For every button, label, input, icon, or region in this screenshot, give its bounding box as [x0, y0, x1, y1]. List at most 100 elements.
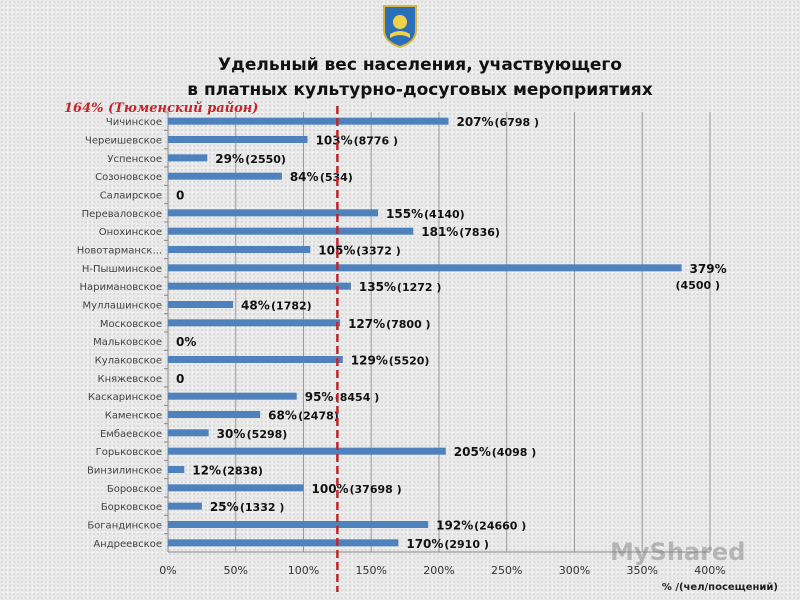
bar — [168, 392, 297, 400]
x-axis-unit-label: % /(чел/посещений) — [661, 582, 778, 593]
x-tick-label: 250% — [491, 564, 522, 577]
category-label: Боровское — [107, 484, 162, 495]
category-label: Чичинское — [106, 117, 162, 128]
x-tick-label: 100% — [288, 564, 319, 577]
value-label: 192% — [436, 519, 473, 533]
x-tick-label: 200% — [423, 564, 454, 577]
value-label: 379% — [690, 262, 727, 276]
value-label: 155% — [386, 207, 423, 221]
count-label: (2478) — [298, 410, 339, 423]
count-label: (4140) — [424, 208, 465, 221]
category-label: Каскаринское — [88, 392, 162, 403]
category-label: Княжевское — [97, 374, 162, 385]
x-tick-label: 0% — [159, 564, 176, 577]
category-label: Муллашинское — [83, 301, 162, 312]
count-label: (24660 ) — [474, 520, 526, 533]
value-label: 29% — [215, 152, 244, 166]
bar — [168, 117, 449, 125]
category-label: Череишевское — [85, 136, 162, 147]
value-label: 30% — [217, 427, 246, 441]
bar — [168, 282, 351, 290]
count-label: (1782) — [271, 300, 312, 313]
category-label: Московское — [100, 319, 162, 330]
value-label: 25% — [210, 500, 239, 514]
coat-of-arms-logo — [383, 5, 417, 48]
chart-title-line1: Удельный вес населения, участвующего — [218, 55, 622, 75]
count-label: (8776 ) — [354, 135, 399, 148]
category-label: Ембаевское — [100, 429, 162, 440]
value-label: 103% — [316, 134, 353, 148]
category-label: Наримановское — [79, 282, 162, 293]
count-label: (6798 ) — [494, 116, 539, 129]
bar — [168, 227, 414, 235]
category-label: Мальковское — [93, 337, 162, 348]
value-label: 181% — [421, 225, 458, 239]
value-label: 127% — [348, 317, 385, 331]
bar — [168, 356, 343, 363]
bar — [168, 136, 308, 143]
reference-label: 164% (Тюменский район) — [64, 101, 259, 116]
value-label: 135% — [359, 280, 396, 294]
bar — [168, 429, 209, 437]
value-label: 100% — [312, 482, 349, 496]
category-label: Онохинское — [99, 227, 162, 238]
category-label: Богандинское — [87, 521, 162, 532]
bar — [168, 466, 185, 473]
bar — [168, 319, 341, 327]
bar — [168, 264, 682, 272]
category-label: Салаирское — [100, 191, 162, 202]
category-label: Н-Пышминское — [82, 264, 162, 275]
bar — [168, 154, 208, 162]
bar — [168, 301, 234, 308]
bar — [168, 411, 261, 418]
count-label: (7800 ) — [386, 318, 431, 331]
bar — [168, 484, 304, 492]
value-label: 129% — [351, 354, 388, 368]
bar — [168, 209, 379, 217]
category-label: Успенское — [107, 154, 162, 165]
count-label: (1272 ) — [397, 281, 442, 294]
category-label: Борковское — [101, 502, 162, 513]
count-label: (7836) — [459, 226, 500, 239]
bar — [168, 502, 202, 510]
count-label: (1332 ) — [240, 501, 285, 514]
value-label: 0 — [176, 189, 184, 203]
category-label: Винзилинское — [87, 466, 162, 477]
bar — [168, 172, 282, 180]
value-label: 0% — [176, 335, 196, 349]
count-label: (8454 ) — [335, 391, 380, 404]
value-label: 48% — [241, 299, 270, 313]
x-tick-label: 50% — [224, 564, 248, 577]
x-tick-label: 300% — [559, 564, 590, 577]
value-label: 12% — [192, 464, 221, 478]
value-label: 84% — [290, 170, 319, 184]
category-label: Андреевское — [93, 539, 162, 550]
category-label: Горьковское — [96, 447, 162, 458]
count-label: (534) — [320, 171, 353, 184]
value-label: 205% — [454, 445, 491, 459]
category-label: Каменское — [105, 411, 162, 422]
category-label: Новотарманск... — [77, 246, 162, 257]
chart-title-line2: в платных культурно-досуговых мероприяти… — [187, 80, 653, 100]
count-label: (2910 ) — [444, 538, 489, 551]
count-label: (2550) — [245, 153, 286, 166]
value-label: 68% — [268, 409, 297, 423]
value-label: 170% — [406, 537, 443, 551]
x-tick-label: 400% — [694, 564, 725, 577]
x-tick-label: 150% — [356, 564, 387, 577]
bar — [168, 539, 399, 547]
value-label: 207% — [456, 115, 493, 129]
count-label: (5298) — [247, 428, 288, 441]
x-tick-label: 350% — [627, 564, 658, 577]
count-label: (5520) — [389, 355, 430, 368]
watermark: MyShared — [610, 538, 746, 566]
count-label: (4098 ) — [492, 446, 537, 459]
count-label: (4500 ) — [676, 279, 721, 292]
value-label: 0 — [176, 372, 184, 386]
count-label: (37698 ) — [350, 483, 402, 496]
category-label: Переваловское — [82, 209, 162, 220]
category-label: Созоновское — [95, 172, 162, 183]
category-label: Кулаковское — [95, 356, 162, 367]
bar — [168, 447, 446, 455]
